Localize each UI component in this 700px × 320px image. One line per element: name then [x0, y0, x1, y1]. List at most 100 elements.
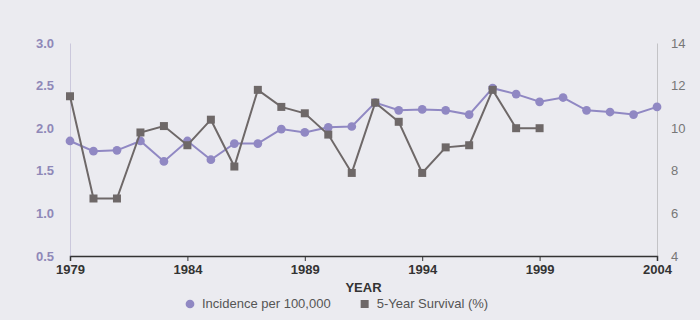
series-line — [70, 88, 657, 161]
series-marker — [300, 128, 309, 137]
series-marker — [489, 86, 497, 94]
tick-label: 3.0 — [36, 36, 54, 51]
tick: 2004 — [643, 256, 673, 277]
series-marker — [324, 123, 333, 132]
tick-mark — [305, 256, 306, 261]
series-marker — [371, 98, 380, 107]
legend-label: 5-Year Survival (%) — [377, 296, 489, 311]
tick: 1.5 — [36, 163, 70, 178]
series-marker — [66, 137, 75, 146]
tick: 4 — [657, 249, 678, 264]
series-marker — [653, 103, 662, 112]
series-marker — [301, 109, 309, 117]
tick-label: 2.0 — [36, 121, 54, 136]
series-marker — [66, 92, 74, 100]
tick-label: 1979 — [56, 262, 85, 277]
tick-label: 4 — [671, 249, 678, 264]
tick: 1.0 — [36, 206, 70, 221]
series-marker — [512, 90, 521, 99]
legend: Incidence per 100,000 5-Year Survival (%) — [186, 296, 489, 311]
series-marker — [395, 118, 403, 126]
series-marker — [465, 110, 474, 119]
tick: 1994 — [408, 256, 438, 277]
series-marker — [113, 194, 121, 202]
series-marker — [465, 141, 473, 149]
series-marker — [254, 86, 262, 94]
tick-label: 1999 — [526, 262, 555, 277]
tick-label: 8 — [671, 163, 678, 178]
tick-label: 2004 — [643, 262, 673, 277]
tick-label: 1.0 — [36, 206, 54, 221]
series-marker — [536, 124, 544, 132]
tick: 6 — [657, 206, 678, 221]
tick: 1984 — [173, 256, 203, 277]
tick-label: 12 — [671, 78, 685, 93]
series-marker — [582, 106, 591, 115]
series-marker — [207, 155, 216, 164]
tick-label: 14 — [671, 36, 685, 51]
series-marker — [253, 139, 262, 148]
tick: 1979 — [56, 256, 85, 277]
series-marker — [394, 106, 403, 115]
series-marker — [418, 169, 426, 177]
legend-label: Incidence per 100,000 — [202, 296, 331, 311]
tick: 2.5 — [36, 78, 70, 93]
tick-label: 6 — [671, 206, 678, 221]
series-marker — [277, 125, 286, 134]
axis-line — [71, 257, 658, 262]
series-marker — [113, 146, 122, 155]
series-marker — [207, 116, 215, 124]
tick: 12 — [657, 78, 685, 93]
series-marker — [136, 128, 144, 136]
series-marker — [418, 105, 427, 114]
series-marker — [160, 157, 169, 166]
legend-swatch — [186, 300, 195, 309]
tick-label: 1.5 — [36, 163, 54, 178]
series-marker — [230, 163, 238, 171]
tick: 2.0 — [36, 121, 70, 136]
series-marker — [183, 141, 191, 149]
tick-mark — [657, 256, 658, 261]
tick: 3.0 — [36, 36, 70, 51]
tick: 14 — [657, 36, 685, 51]
tick-label: 2.5 — [36, 78, 54, 93]
series-marker — [324, 131, 332, 139]
tick-label: 0.5 — [36, 249, 54, 264]
series-marker — [512, 124, 520, 132]
xticks-axis: 1979 1984 1989 1994 1999 2004 — [56, 256, 673, 277]
series-marker — [371, 99, 379, 107]
x-axis-title: YEAR — [345, 280, 382, 295]
series-marker — [230, 139, 239, 148]
tick-mark — [422, 256, 423, 261]
legend-swatch — [361, 300, 369, 308]
plot-area — [66, 84, 662, 203]
series-marker — [535, 97, 544, 106]
chart: 1979 1984 1989 1994 1999 2004 0.5 1.0 1.5 2.0 2.5 3… — [0, 0, 700, 320]
tick-label: 1994 — [408, 262, 438, 277]
tick: 0.5 — [36, 249, 70, 264]
series-line — [70, 90, 540, 199]
y2ticks-axis: 4 6 8 10 12 14 — [657, 36, 685, 264]
series-marker — [441, 106, 450, 115]
tick: 1989 — [291, 256, 320, 277]
tick-mark — [540, 256, 541, 261]
tick: 8 — [657, 163, 678, 178]
tick-mark — [187, 256, 188, 261]
series-marker — [559, 93, 568, 102]
tick: 1999 — [526, 256, 555, 277]
series-marker — [348, 169, 356, 177]
series-marker — [629, 110, 638, 119]
axis-line — [70, 44, 71, 257]
series-marker — [442, 143, 450, 151]
series-marker — [277, 103, 285, 111]
series-marker — [160, 122, 168, 130]
series-marker — [89, 147, 98, 156]
tick-mark — [70, 256, 71, 261]
series-marker — [347, 122, 356, 131]
axis-line — [657, 44, 658, 257]
series-marker — [606, 108, 615, 117]
tick: 10 — [657, 121, 685, 136]
tick-label: 1989 — [291, 262, 320, 277]
tick-label: 1984 — [173, 262, 203, 277]
tick-label: 10 — [671, 121, 685, 136]
